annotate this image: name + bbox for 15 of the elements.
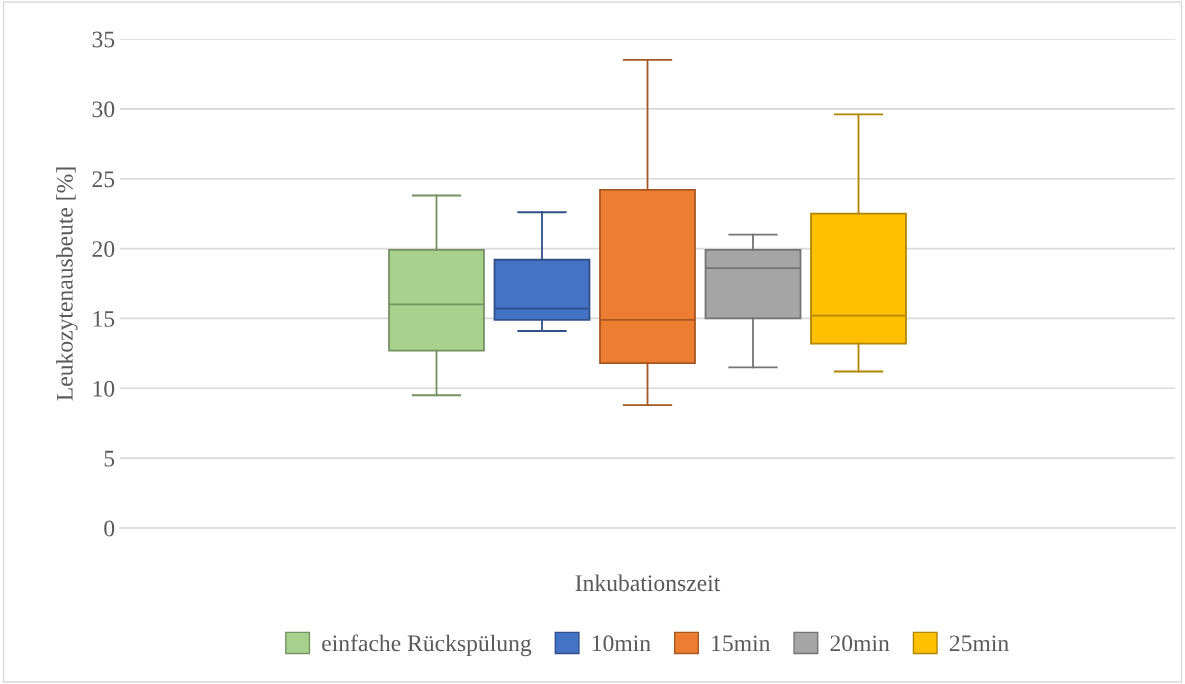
y-tick-label: 10 (93, 380, 115, 397)
legend-label: 20min (830, 635, 890, 652)
y-tick-label: 20 (92, 241, 115, 257)
y-axis-title: Leukozytenausbeute [%] (56, 167, 78, 401)
legend-label: 25min (949, 635, 1009, 652)
y-tick-label: 30 (92, 101, 115, 118)
legend-label: einfache Rückspülung (322, 634, 532, 657)
x-axis-title: Inkubationszeit (575, 574, 721, 592)
y-tick-label: 0 (104, 520, 115, 537)
legend-label: 10min (592, 635, 651, 652)
legend-label: 15min (712, 635, 771, 652)
y-tick-label: 35 (92, 31, 115, 48)
y-tick-label: 15 (93, 311, 115, 327)
y-tick-label: 25 (92, 171, 115, 188)
y-tick-label: 5 (104, 450, 115, 467)
